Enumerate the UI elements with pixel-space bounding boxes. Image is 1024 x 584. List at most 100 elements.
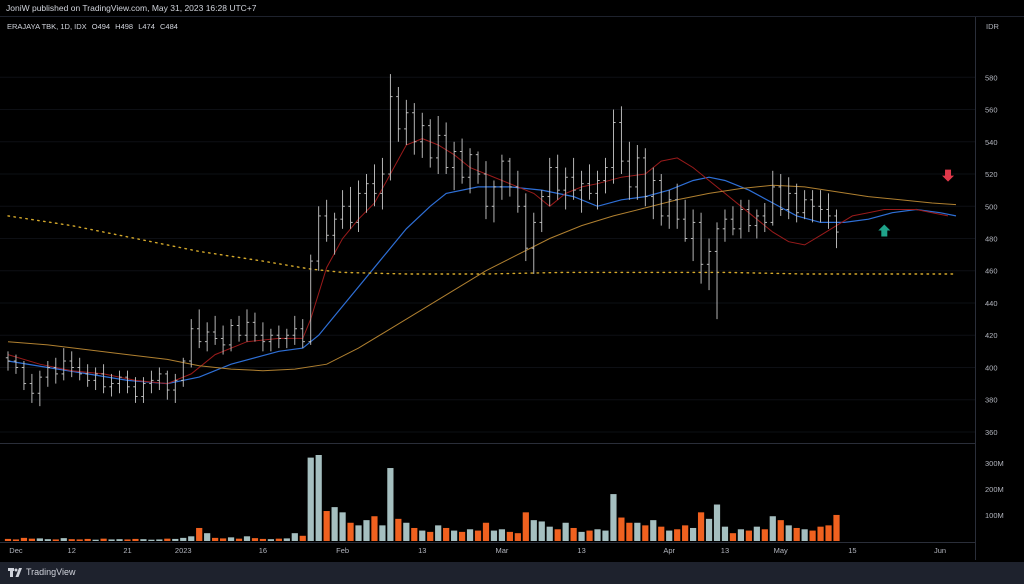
ohlc-bar — [276, 325, 282, 349]
volume-bar — [180, 537, 187, 541]
volume-bar — [227, 537, 235, 541]
ohlc-bar — [690, 209, 696, 262]
y-tick-label: 400 — [985, 363, 998, 372]
volume-bar — [562, 522, 569, 541]
brand-name: TradingView — [26, 567, 76, 577]
x-tick-label: 13 — [721, 546, 729, 555]
volume-bar — [275, 538, 282, 541]
ohlc-bar — [611, 109, 616, 184]
ohlc-bar — [746, 199, 752, 233]
volume-bar — [12, 539, 20, 541]
x-tick-label: 16 — [259, 546, 267, 555]
volume-bar — [267, 539, 274, 541]
symbol-name: ERAJAYA TBK, 1D, IDX — [7, 22, 87, 31]
ohlc-bar — [348, 186, 353, 229]
volume-bar — [570, 527, 577, 541]
volume-bar — [60, 538, 67, 541]
volume-bar — [618, 517, 625, 541]
volume-bar — [291, 533, 298, 541]
volume-bar — [20, 537, 28, 541]
ohlc-bar — [507, 157, 513, 197]
volume-bar — [737, 529, 745, 541]
y-tick-label: 480 — [985, 235, 998, 244]
x-tick-label: 15 — [848, 546, 856, 555]
x-tick-label: Feb — [336, 546, 349, 555]
ohlc-bar — [499, 154, 505, 200]
ohlc-bars — [5, 74, 839, 407]
ohlc-bar — [722, 209, 728, 242]
signal-markers — [878, 169, 955, 237]
y-tick-label: 540 — [985, 138, 998, 147]
ohlc-bar — [674, 183, 680, 229]
volume-bar — [793, 527, 800, 541]
ohlc-bar — [762, 203, 768, 233]
volume-bar — [538, 521, 545, 541]
volume-bar — [363, 520, 370, 541]
volume-bar — [443, 527, 450, 541]
ohlc-bar — [260, 322, 266, 352]
ohlc-bar — [85, 364, 90, 387]
volume-bar — [259, 538, 267, 541]
buy-arrow-icon — [878, 224, 891, 237]
ohlc-bar — [651, 167, 656, 220]
y-tick-label: 460 — [985, 267, 998, 276]
footer-bar: TradingView — [0, 562, 1024, 584]
ohlc-bar — [45, 361, 51, 387]
ohlc-bar — [388, 74, 393, 181]
ohlc-bar — [643, 148, 648, 207]
volume-bar — [474, 530, 482, 541]
y-tick-label: 440 — [985, 299, 998, 308]
volume-bar — [530, 520, 537, 541]
ohlc-bar — [435, 115, 441, 175]
y-tick-label: 380 — [985, 396, 998, 405]
ohlc-bar — [228, 319, 234, 352]
volume-bar — [690, 527, 697, 541]
volume-bar — [466, 529, 474, 541]
ohlc-bar — [515, 170, 521, 213]
ohlc-bar — [300, 319, 305, 349]
tradingview-logo-icon — [8, 567, 22, 577]
ohlc-bar — [189, 319, 194, 368]
sell-arrow-icon — [942, 169, 955, 182]
ohlc-bar — [714, 222, 720, 320]
price-axis[interactable]: 360 380 400 420 440 460 480 500 520 540 560 580 — [985, 73, 998, 437]
ohlc-bar — [404, 99, 409, 146]
volume-bar — [817, 526, 824, 541]
volume-bar — [705, 518, 713, 541]
ohlc-bar — [308, 254, 313, 345]
time-axis[interactable]: Dec 12 21 2023 16 Feb 13 Mar 13 Apr 13 May 15 Jun — [9, 546, 946, 555]
ohlc-bar — [173, 373, 178, 403]
ohlc-bar — [451, 141, 457, 191]
moving-average-line — [7, 215, 957, 275]
moving-averages — [7, 138, 957, 385]
volume-bar — [610, 494, 617, 541]
ohlc-bar — [125, 370, 130, 394]
low-value: 474 — [142, 22, 155, 31]
volume-bar — [435, 525, 442, 541]
volume-bar — [586, 530, 593, 541]
volume-bar — [546, 526, 553, 541]
ohlc-bar — [428, 119, 433, 168]
ohlc-bar — [555, 154, 560, 200]
volume-bar — [188, 536, 195, 541]
ohlc-bar — [730, 206, 736, 236]
ohlc-bar — [13, 354, 19, 374]
price-chart[interactable]: ERAJAYA TBK, 1D, IDX O494 H498 L474 C484… — [0, 17, 1024, 560]
volume-bar — [84, 538, 91, 541]
volume-bar — [243, 536, 251, 541]
volume-bar — [498, 529, 506, 541]
ohlc-bar — [372, 164, 377, 207]
ohlc-bar — [635, 145, 640, 200]
tradingview-brand[interactable]: TradingView — [8, 567, 76, 577]
volume-bar — [219, 538, 227, 541]
x-tick-label: 21 — [123, 546, 131, 555]
ohlc-bar — [467, 148, 473, 194]
y-tick-label: 420 — [985, 331, 998, 340]
ohlc-bar — [165, 370, 170, 400]
ohlc-bar — [21, 361, 27, 391]
volume-bar — [634, 522, 641, 541]
volume-bar — [323, 511, 330, 541]
ohlc-bar — [93, 367, 98, 391]
ohlc-bar — [396, 86, 401, 142]
volume-bar — [626, 522, 633, 541]
